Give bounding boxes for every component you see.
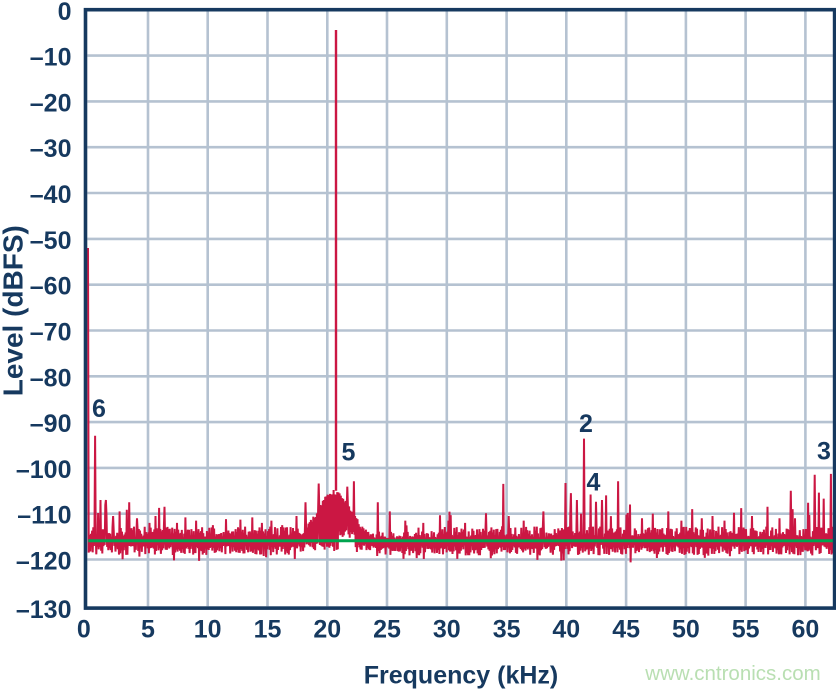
svg-text:–60: –60 [30,273,72,301]
svg-text:10: 10 [194,616,222,644]
svg-text:–110: –110 [17,502,71,530]
svg-text:–20: –20 [30,89,72,117]
svg-text:–130: –130 [16,596,72,624]
svg-text:0: 0 [58,0,72,26]
svg-text:–50: –50 [30,227,72,255]
svg-text:0: 0 [77,616,91,644]
svg-text:5: 5 [141,616,155,644]
svg-text:50: 50 [672,616,700,644]
svg-text:–100: –100 [16,456,72,484]
svg-text:–40: –40 [30,181,72,209]
svg-text:5: 5 [342,439,356,467]
svg-text:40: 40 [552,616,580,644]
svg-text:www.cntronics.com: www.cntronics.com [644,662,820,685]
svg-text:15: 15 [254,616,282,644]
svg-text:4: 4 [587,469,601,497]
svg-text:–80: –80 [30,364,72,392]
svg-text:60: 60 [791,616,819,644]
svg-text:–90: –90 [30,410,72,438]
svg-text:Level (dBFS): Level (dBFS) [0,225,29,396]
svg-text:30: 30 [433,616,461,644]
svg-text:–70: –70 [30,319,72,347]
svg-text:–10: –10 [30,44,72,72]
svg-text:6: 6 [92,395,106,423]
svg-text:25: 25 [373,616,401,644]
svg-text:–120: –120 [16,548,72,576]
svg-text:–30: –30 [30,135,72,163]
svg-text:2: 2 [579,410,593,438]
svg-text:45: 45 [612,616,640,644]
svg-text:35: 35 [493,616,521,644]
svg-text:3: 3 [817,438,831,466]
svg-text:55: 55 [732,616,760,644]
svg-text:20: 20 [313,616,341,644]
svg-text:Frequency (kHz): Frequency (kHz) [364,662,558,690]
